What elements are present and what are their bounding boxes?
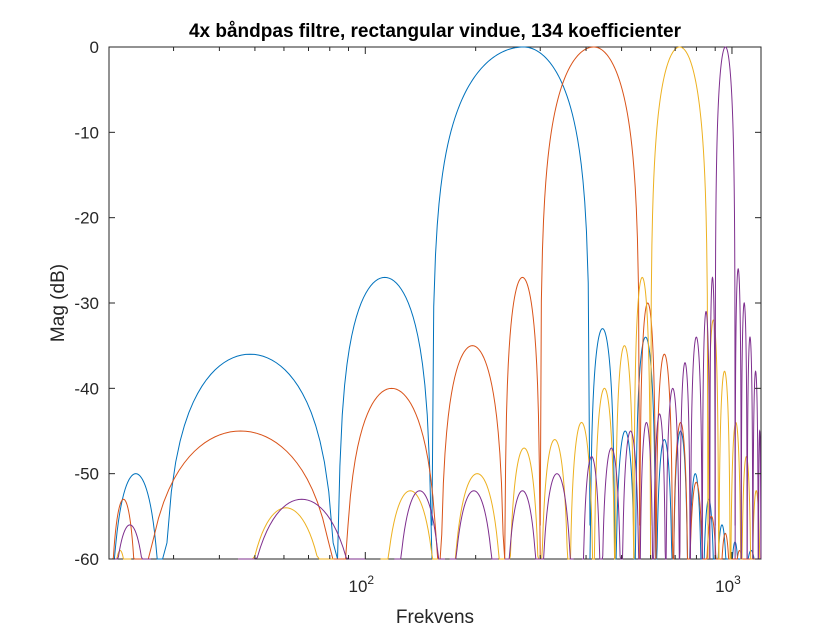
series-4-side-lobe xyxy=(639,421,654,560)
y-tick-label: -10 xyxy=(74,123,99,142)
series-3-side-lobe xyxy=(507,447,541,560)
series-3-side-lobe xyxy=(614,345,635,560)
x-axis-ticks: 102 103 xyxy=(108,47,741,596)
series-2-side-lobe xyxy=(343,387,441,560)
y-axis-ticks: 0 -10 -20 -30 -40 -50 -60 xyxy=(74,38,761,569)
series-2-main-lobe xyxy=(539,46,641,526)
series-4-side-lobe xyxy=(679,362,691,560)
series-4-side-lobe xyxy=(665,387,680,560)
series-4-side-lobe xyxy=(740,302,748,560)
y-tick-label: -20 xyxy=(74,209,99,228)
series-4-side-lobe xyxy=(582,456,602,560)
series-4-side-lobe xyxy=(394,490,446,560)
series-4-side-lobe xyxy=(689,336,703,560)
series-2-side-lobe xyxy=(109,498,139,560)
x-tick-label: 102 xyxy=(348,573,374,596)
series-1-side-lobe xyxy=(109,473,163,560)
series-4-side-lobe xyxy=(757,429,762,560)
y-axis-label: Mag (dB) xyxy=(48,264,69,342)
series-4-side-lobe xyxy=(752,370,759,560)
series-4-side-lobe xyxy=(238,498,366,560)
y-tick-label: -60 xyxy=(74,550,99,569)
series-3-side-lobe xyxy=(238,507,334,560)
series-2-side-lobe xyxy=(704,515,719,560)
y-tick-label: -50 xyxy=(74,465,99,484)
series-3-side-lobe xyxy=(707,319,720,560)
series-4-side-lobe xyxy=(540,473,574,560)
series-3-side-lobe xyxy=(741,455,752,560)
x-tick-label: 103 xyxy=(715,573,741,596)
series-3-side-lobe xyxy=(633,276,652,560)
series-1-main-lobe xyxy=(431,46,591,526)
series-2-side-lobe xyxy=(504,276,541,560)
x-axis-label: Frekvens xyxy=(396,607,474,628)
y-tick-label: -40 xyxy=(74,379,99,398)
series-4-side-lobe xyxy=(449,490,498,560)
series-3-side-lobe xyxy=(718,370,731,560)
series-4 xyxy=(109,46,762,560)
series-3 xyxy=(109,46,761,560)
series-4-main-lobe xyxy=(714,46,736,526)
plot-frame xyxy=(108,46,762,560)
series-2-side-lobe xyxy=(672,421,689,560)
series-4-side-lobe xyxy=(504,490,541,560)
series-3-main-lobe xyxy=(650,46,709,526)
series-4-side-lobe xyxy=(734,267,742,560)
series-1-side-lobe xyxy=(615,430,636,560)
series-2-side-lobe xyxy=(639,302,657,560)
series-1-side-lobe xyxy=(589,328,616,560)
series-4-side-lobe xyxy=(701,310,711,560)
series-4-side-lobe xyxy=(653,413,666,560)
series-4-side-lobe xyxy=(601,447,622,560)
series-4-side-lobe xyxy=(746,336,754,560)
series-2-side-lobe xyxy=(138,430,344,560)
series-1-side-lobe xyxy=(655,438,673,560)
series-2-side-lobe xyxy=(731,549,748,560)
series-4-side-lobe xyxy=(621,430,640,560)
series-4-side-lobe xyxy=(109,524,151,560)
series-4-side-lobe xyxy=(709,276,716,560)
series-3-side-lobe xyxy=(593,387,616,560)
series-2-side-lobe xyxy=(439,345,506,560)
series-1-side-lobe xyxy=(162,353,339,560)
series-1-side-lobe xyxy=(337,276,433,560)
y-tick-label: 0 xyxy=(90,38,99,57)
series-3-side-lobe xyxy=(380,490,441,560)
series-3-side-lobe xyxy=(569,421,594,560)
series-layer xyxy=(109,46,762,560)
chart-title: 4x båndpas filtre, rectangular vindue, 1… xyxy=(189,21,682,42)
series-3-side-lobe xyxy=(449,473,505,560)
y-tick-label: -30 xyxy=(74,294,99,313)
